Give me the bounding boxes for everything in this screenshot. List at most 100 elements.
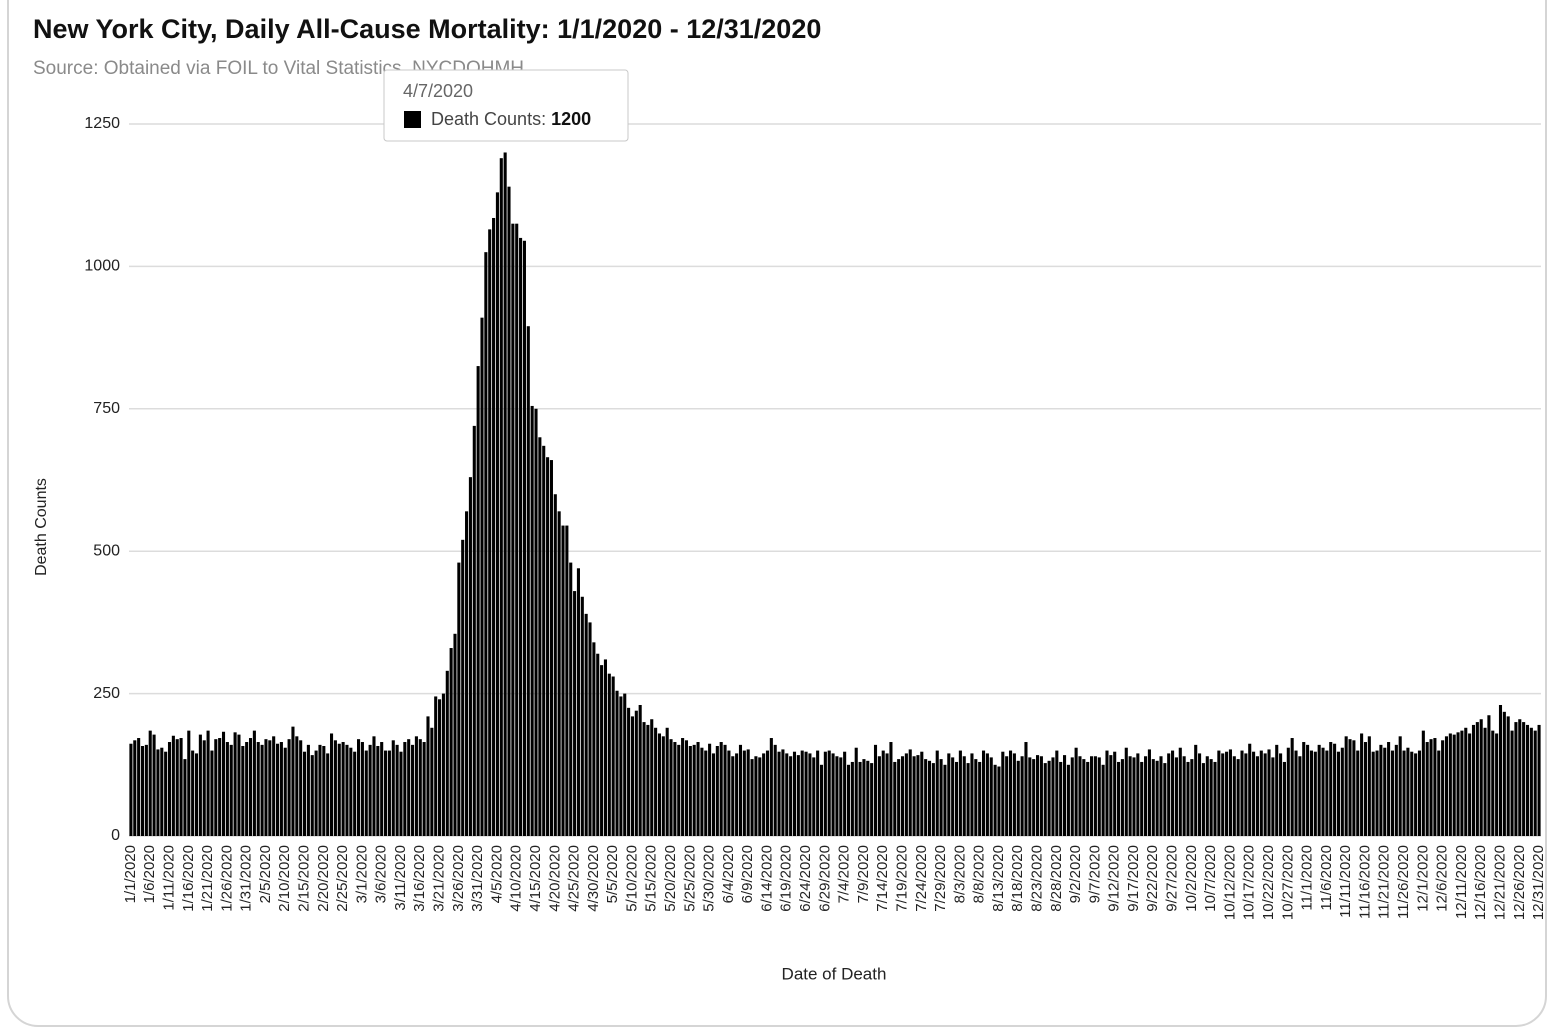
bar	[677, 744, 681, 836]
x-tick-label: 9/2/2020	[1067, 845, 1084, 903]
x-tick-label: 9/22/2020	[1144, 845, 1161, 912]
bar	[765, 750, 770, 836]
bar	[457, 562, 461, 836]
bar	[727, 750, 731, 836]
bar	[198, 734, 202, 836]
bar	[229, 744, 233, 836]
bar	[661, 736, 665, 836]
bar	[156, 749, 160, 836]
x-tick-label: 3/31/2020	[469, 845, 486, 912]
bar	[279, 742, 283, 836]
bar	[187, 730, 191, 836]
bar	[1020, 756, 1024, 836]
bar	[1417, 750, 1422, 836]
bar	[376, 746, 380, 836]
x-tick-label: 12/16/2020	[1472, 845, 1489, 920]
bar	[1313, 751, 1317, 836]
x-tick-label: 12/1/2020	[1414, 845, 1431, 912]
bar	[939, 759, 943, 836]
x-tick-label: 3/11/2020	[392, 845, 409, 911]
bar	[1321, 747, 1325, 836]
bar	[580, 596, 584, 836]
bar	[542, 445, 546, 836]
bar	[962, 756, 966, 836]
bar	[681, 738, 685, 836]
bar	[522, 240, 526, 836]
bar	[708, 743, 712, 836]
bar	[1410, 751, 1414, 836]
bar	[1429, 739, 1433, 836]
bar	[237, 734, 241, 836]
bar	[530, 405, 534, 836]
bar	[623, 693, 627, 836]
bar	[592, 642, 596, 836]
bar	[924, 759, 928, 836]
bar	[642, 722, 646, 836]
bar	[202, 740, 206, 836]
bar	[515, 223, 519, 836]
bar	[538, 437, 542, 836]
bar	[1244, 753, 1248, 836]
bar	[993, 764, 997, 836]
x-tick-label: 12/11/2020	[1453, 845, 1470, 919]
bar	[1502, 711, 1506, 836]
bar	[488, 229, 492, 837]
x-tick-label: 3/6/2020	[373, 845, 390, 903]
x-tick-label: 1/26/2020	[218, 845, 235, 912]
x-tick-label: 7/9/2020	[855, 845, 872, 903]
bar	[777, 751, 781, 836]
bar	[152, 734, 156, 836]
bar	[1167, 753, 1171, 836]
bar	[133, 740, 137, 836]
x-tick-label: 4/30/2020	[585, 845, 602, 912]
bar	[789, 756, 793, 836]
bar	[731, 756, 735, 836]
bar	[1105, 750, 1109, 836]
y-tick-label: 250	[93, 685, 120, 702]
bar	[1221, 753, 1225, 836]
bar	[1074, 747, 1078, 836]
bar	[299, 740, 303, 836]
x-tick-label: 11/21/2020	[1376, 845, 1393, 919]
bar	[920, 751, 924, 836]
bar	[476, 366, 480, 836]
bar	[1329, 742, 1333, 836]
x-tick-label: 9/12/2020	[1106, 845, 1123, 912]
bar	[380, 742, 384, 836]
x-tick-label: 12/31/2020	[1530, 845, 1547, 920]
bar	[445, 670, 449, 836]
bar	[1070, 757, 1074, 836]
bar	[372, 736, 376, 836]
bar	[843, 751, 847, 836]
bar	[584, 613, 588, 836]
bar	[657, 733, 662, 836]
bar	[634, 710, 638, 836]
bar	[947, 753, 951, 836]
bar	[148, 730, 152, 836]
bar	[1309, 750, 1313, 836]
bar	[426, 716, 430, 836]
bar	[1433, 738, 1437, 836]
bar	[1078, 756, 1082, 836]
bar	[615, 690, 619, 836]
tooltip-box	[383, 69, 629, 142]
bar	[1371, 751, 1375, 836]
bar	[1452, 734, 1456, 836]
bar	[1028, 757, 1032, 836]
x-tick-label: 2/25/2020	[334, 845, 351, 912]
bar	[264, 739, 268, 836]
bar	[742, 750, 746, 836]
x-tick-label: 3/26/2020	[450, 845, 467, 912]
x-tick-label: 2/5/2020	[257, 845, 274, 903]
bar	[831, 753, 835, 836]
bar	[862, 759, 866, 836]
bar	[866, 760, 870, 836]
bar	[1039, 756, 1043, 836]
bar	[1468, 733, 1472, 836]
bar	[480, 317, 484, 836]
bar	[337, 743, 341, 836]
bar	[1282, 761, 1286, 836]
x-tick-label: 8/18/2020	[1009, 845, 1026, 912]
x-tick-label: 5/15/2020	[643, 845, 660, 912]
bar	[769, 738, 773, 836]
